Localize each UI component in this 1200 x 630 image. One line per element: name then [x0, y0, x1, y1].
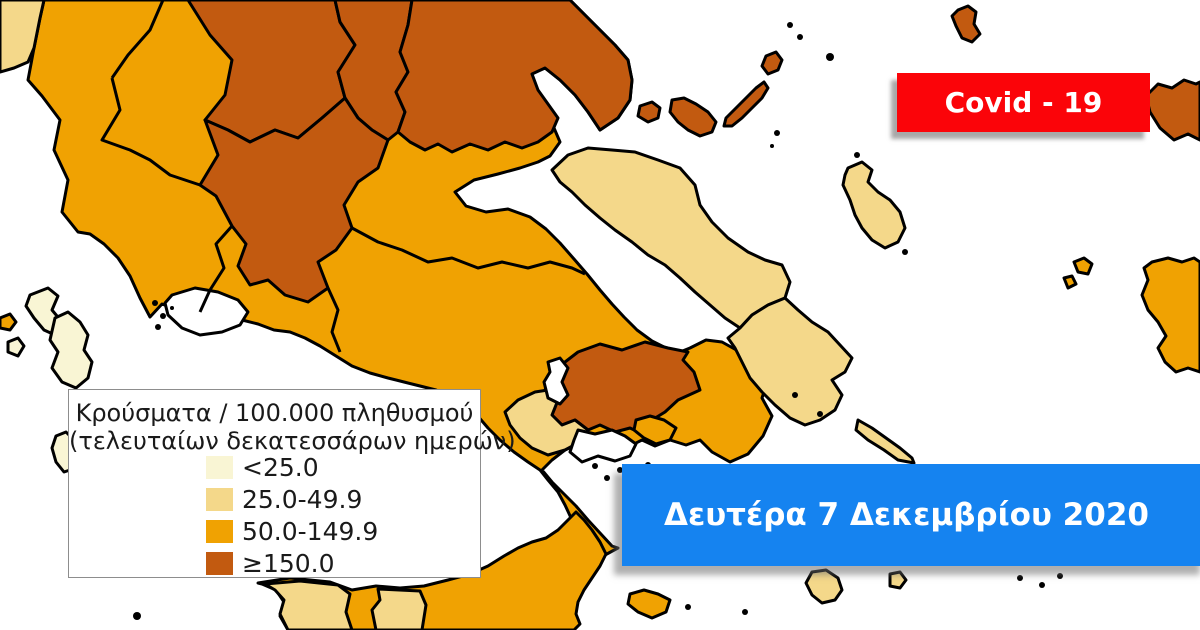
saronic-west-bay: [568, 428, 638, 464]
map-region-cream-islet: [6, 336, 26, 358]
map-region-salamina: [632, 414, 678, 446]
map-region-kyra-panagia: [760, 50, 784, 76]
covid-19-badge: Covid - 19: [897, 73, 1150, 132]
legend-title-line1: Κρούσματα / 100.000 πληθυσμού: [75, 399, 474, 427]
border-line-fthiotida: [351, 226, 586, 276]
map-region-skiathos: [636, 100, 662, 124]
islet-dots: [133, 22, 1063, 620]
legend-swatch-50-149: [206, 520, 233, 543]
legend-label-over150: ≥150.0: [242, 549, 335, 578]
map-region-kea-small: [888, 570, 908, 590]
itea-bay: [542, 356, 570, 406]
legend-title: Κρούσματα / 100.000 πληθυσμού (τελευταίω…: [69, 390, 516, 455]
legend-rows: <25.0 25.0-49.9 50.0-149.9 ≥150.0: [69, 453, 480, 584]
legend-swatch-under25: [206, 456, 233, 479]
amvrakikos-gulf: [163, 286, 250, 337]
map-region-kefalonia: [48, 310, 94, 390]
legend-title-line2: (τελευταίων δεκατεσσάρων ημερών): [69, 427, 516, 455]
map-region-aegina: [626, 588, 672, 620]
map-legend: Κρούσματα / 100.000 πληθυσμού (τελευταίω…: [68, 389, 516, 578]
border-line-west-b: [100, 77, 201, 187]
legend-label-under25: <25.0: [242, 453, 319, 482]
map-region-chios-islet-b: [1062, 274, 1078, 290]
covid-19-badge-label: Covid - 19: [944, 86, 1103, 119]
legend-row: ≥150.0: [69, 549, 480, 578]
map-region-evia-south: [726, 296, 854, 427]
map-region-skopelos: [668, 96, 718, 138]
border-line-fokida: [326, 287, 342, 353]
map-region-chios: [1140, 256, 1200, 374]
map-region-kea: [804, 568, 844, 605]
map-region-alonissos: [722, 80, 770, 128]
legend-label-25-49: 25.0-49.9: [242, 485, 363, 514]
map-region-dark-magnesia: [394, 0, 634, 154]
map-region-pelo-tan-a: [263, 579, 354, 630]
legend-row: 50.0-149.9: [69, 517, 480, 546]
map-region-pelo-tan-b: [370, 587, 428, 630]
legend-row: <25.0: [69, 453, 480, 482]
map-region-andros: [854, 418, 916, 465]
map-region-gioura: [950, 4, 982, 44]
legend-label-50-149: 50.0-149.9: [242, 517, 379, 546]
map-region-lesvos: [1144, 78, 1200, 142]
map-region-chios-islet-a: [1072, 256, 1094, 276]
legend-swatch-over150: [206, 552, 233, 575]
legend-swatch-25-49: [206, 488, 233, 511]
map-region-lefkada-orange-bit: [0, 312, 18, 332]
legend-row: 25.0-49.9: [69, 485, 480, 514]
map-region-dark-center: [198, 96, 390, 304]
date-banner: Δευτέρα 7 Δεκεμβρίου 2020: [622, 464, 1200, 566]
date-banner-label: Δευτέρα 7 Δεκεμβρίου 2020: [664, 497, 1149, 533]
border-line-aitolia: [198, 225, 234, 313]
map-region-tan-nw: [0, 0, 46, 74]
map-region-skyros: [841, 160, 907, 250]
border-line-west-a: [110, 0, 165, 79]
